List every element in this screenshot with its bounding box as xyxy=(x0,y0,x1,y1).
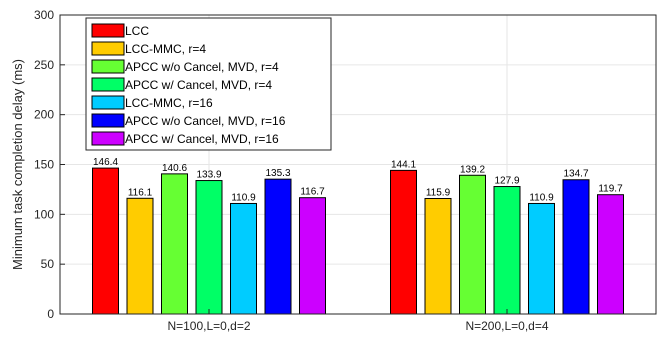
bar xyxy=(264,178,292,315)
y-tick-label: 50 xyxy=(41,257,55,271)
bar xyxy=(459,174,486,315)
axes: 0 50 100 150 200 250 300 N=100,L=0,d=2 N=200,L=0… xyxy=(34,8,657,333)
bar-value-label: 144.1 xyxy=(391,159,416,170)
legend-entry-label: APCC w/o Cancel, MVD, r=4 xyxy=(125,60,279,74)
legend-entry-label: APCC w/ Cancel, MVD, r=4 xyxy=(125,78,272,92)
legend-swatch xyxy=(91,59,125,74)
bar xyxy=(92,167,119,315)
bar xyxy=(230,202,257,315)
bar xyxy=(126,197,154,315)
y-tick-label: 150 xyxy=(34,158,54,172)
legend-swatch xyxy=(91,113,125,128)
legend-swatch xyxy=(91,77,125,92)
bar xyxy=(195,180,223,315)
bar-value-label: 127.9 xyxy=(494,176,519,187)
bar-value-label: 115.9 xyxy=(426,187,451,198)
legend-entry-label: LCC-MMC, r=4 xyxy=(125,42,206,56)
legend: LCC LCC-MMC, r=4 APCC w/o Cancel, MVD, r=4… xyxy=(85,17,332,151)
bar xyxy=(390,169,417,315)
x-tick-label: N=200,L=0,d=4 xyxy=(465,319,548,333)
y-tick-label: 100 xyxy=(34,207,54,221)
bar-value-label: 139.2 xyxy=(460,164,485,175)
bar-value-label: 140.6 xyxy=(162,163,187,174)
y-tick-label: 300 xyxy=(34,8,54,22)
bar-value-label: 133.9 xyxy=(196,170,221,181)
bar xyxy=(161,173,188,315)
legend-entry-label: APCC w/o Cancel, MVD, r=16 xyxy=(125,114,286,128)
bar-value-label: 110.9 xyxy=(529,192,554,203)
x-tick-label: N=100,L=0,d=2 xyxy=(167,319,250,333)
y-tick-label: 250 xyxy=(34,58,54,72)
legend-swatch xyxy=(91,41,125,56)
legend-box xyxy=(85,17,332,151)
bars xyxy=(92,167,624,315)
bar-value-label: 135.3 xyxy=(265,168,290,179)
bar-value-label: 110.9 xyxy=(231,192,256,203)
bar xyxy=(597,194,624,315)
legend-entry-label: LCC-MMC, r=16 xyxy=(125,96,213,110)
legend-swatch xyxy=(91,131,125,146)
legend-entry-label: APCC w/ Cancel, MVD, r=16 xyxy=(125,132,279,146)
bar xyxy=(562,179,590,315)
legend-swatch xyxy=(91,95,125,110)
bar xyxy=(493,186,521,315)
bar-value-label: 146.4 xyxy=(93,157,118,168)
bar xyxy=(528,202,555,315)
bar-value-label: 119.7 xyxy=(598,184,623,195)
bar xyxy=(424,197,452,315)
bar xyxy=(299,197,326,315)
y-tick-label: 0 xyxy=(47,307,54,321)
bar-value-label: 116.7 xyxy=(300,187,325,198)
legend-swatch xyxy=(91,23,125,38)
plot-frame xyxy=(59,14,657,315)
y-axis-label: Minimum task completion delay (ms) xyxy=(10,59,25,270)
y-tick-label: 200 xyxy=(34,108,54,122)
bar-value-label: 134.7 xyxy=(563,169,588,180)
bar-value-label: 116.1 xyxy=(128,187,153,198)
value-labels: 146.4 144.1 116.1 115.9 140.6 139.2 133.9 127.9… xyxy=(93,157,623,203)
legend-entry-label: LCC xyxy=(125,24,149,38)
